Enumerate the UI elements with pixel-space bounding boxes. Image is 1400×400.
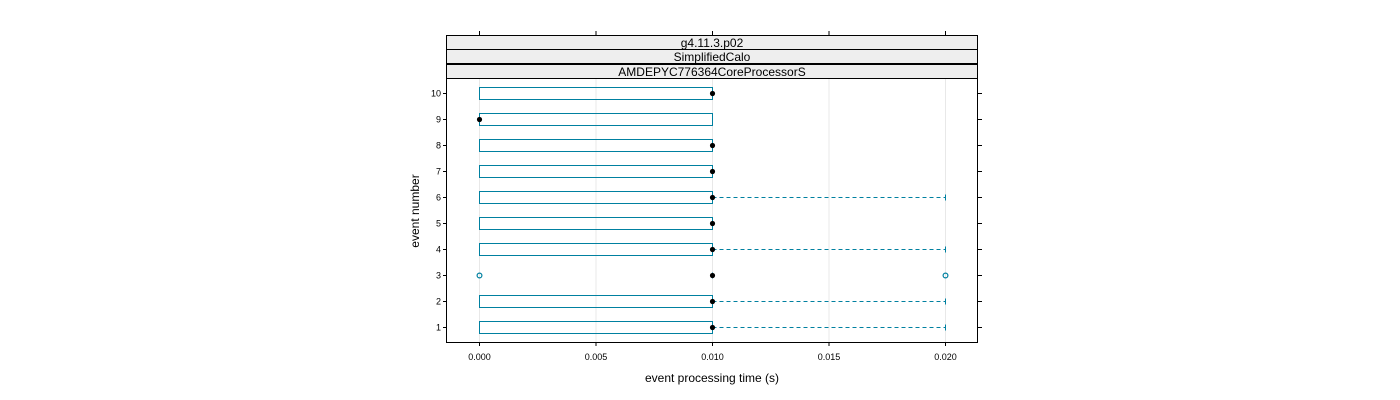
median-point xyxy=(709,168,716,175)
y-tick-label: 9 xyxy=(436,115,441,125)
y-tick-label: 2 xyxy=(436,297,441,307)
axes: 0.000 0.005 0.010 0.015 0.020 1 2 3 4 5 6 7 8 9 10 xyxy=(431,31,982,362)
median-point xyxy=(709,298,716,305)
outlier-point xyxy=(476,272,483,279)
x-tick-label: 0.015 xyxy=(818,352,841,362)
strip-2 xyxy=(446,49,978,64)
box-event-8 xyxy=(479,139,716,152)
box-event-6 xyxy=(479,191,946,204)
y-axis-title: event number xyxy=(408,174,422,247)
y-tick-label: 5 xyxy=(436,219,441,229)
y-tick-label: 8 xyxy=(436,141,441,151)
boxes xyxy=(476,87,949,334)
y-tick-label: 10 xyxy=(431,89,441,99)
strip-3-label: AMDEPYC776364CoreProcessorS xyxy=(618,65,805,79)
median-point xyxy=(709,272,716,279)
median-point xyxy=(476,116,483,123)
median-point xyxy=(709,220,716,227)
median-point xyxy=(709,90,716,97)
x-axis-title: event processing time (s) xyxy=(645,371,779,385)
y-tick-label: 3 xyxy=(436,271,441,281)
median-point xyxy=(709,194,716,201)
box-event-3 xyxy=(476,272,949,279)
box-event-1 xyxy=(479,321,946,334)
median-point xyxy=(709,324,716,331)
y-tick-label: 7 xyxy=(436,167,441,177)
box-event-5 xyxy=(479,217,716,230)
box-event-2 xyxy=(479,295,946,308)
strip-2-label: SimplifiedCalo xyxy=(674,50,751,64)
box-event-9 xyxy=(476,113,713,126)
x-tick-label: 0.020 xyxy=(934,352,957,362)
box-event-7 xyxy=(479,165,716,178)
box-event-4 xyxy=(479,243,946,256)
outlier-point xyxy=(942,272,949,279)
strip-header: g4.11.3.p02 SimplifiedCalo AMDEPYC776364… xyxy=(446,35,978,79)
x-tick-label: 0.010 xyxy=(701,352,724,362)
y-tick-label: 1 xyxy=(436,323,441,333)
x-tick-label: 0.005 xyxy=(585,352,608,362)
median-point xyxy=(709,246,716,253)
y-tick-label: 4 xyxy=(436,245,441,255)
y-tick-label: 6 xyxy=(436,193,441,203)
x-tick-label: 0.000 xyxy=(468,352,491,362)
strip-1-label: g4.11.3.p02 xyxy=(681,36,744,50)
median-point xyxy=(709,142,716,149)
box-event-10 xyxy=(479,87,716,100)
